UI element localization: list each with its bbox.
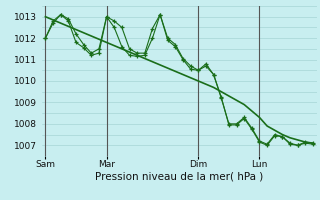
X-axis label: Pression niveau de la mer( hPa ): Pression niveau de la mer( hPa ) (95, 172, 263, 182)
